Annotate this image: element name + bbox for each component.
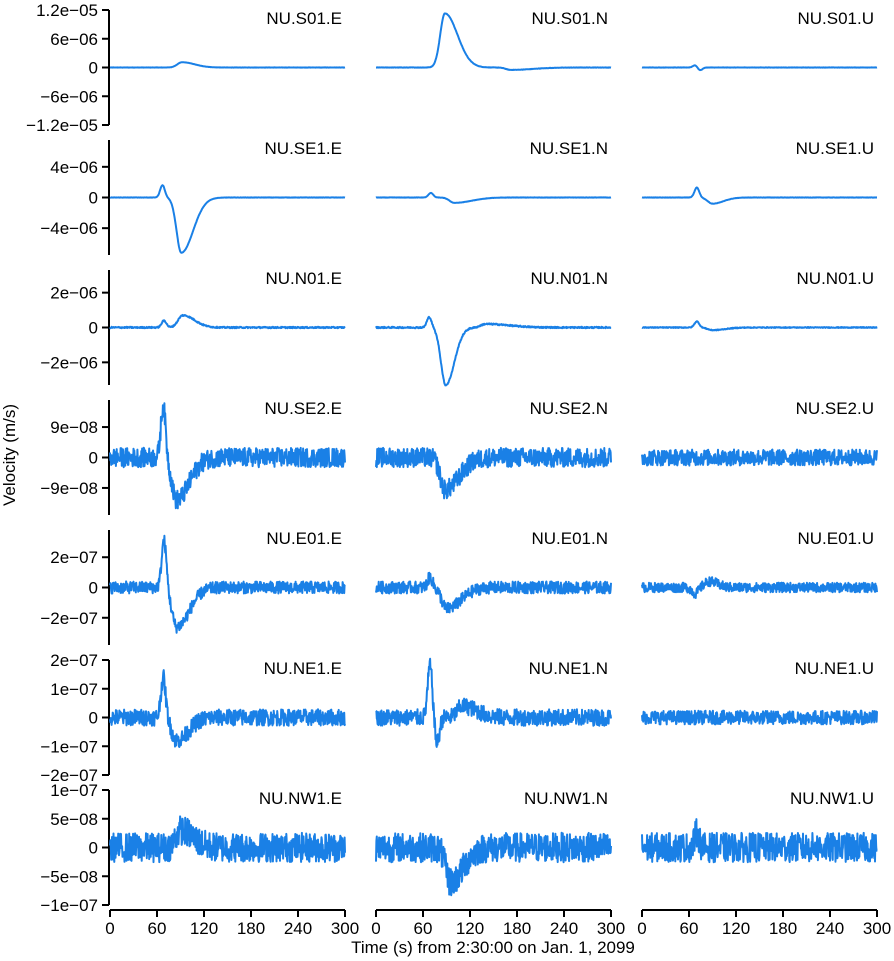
y-tick-label: −4e−06 [40, 219, 98, 238]
trace-label: NU.NE1.E [264, 659, 342, 678]
y-tick-label: 0 [89, 59, 98, 78]
y-tick-label: 6e−06 [50, 30, 98, 49]
trace-label: NU.N01.E [265, 269, 342, 288]
x-tick-label: 60 [680, 919, 699, 938]
trace-label: NU.SE2.U [796, 399, 874, 418]
y-tick-label: 2e−07 [50, 651, 98, 670]
x-tick-label: 60 [414, 919, 433, 938]
x-tick-label: 120 [190, 919, 218, 938]
y-tick-label: 0 [89, 449, 98, 468]
x-tick-label: 120 [722, 919, 750, 938]
trace-label: NU.SE1.E [265, 139, 342, 158]
y-tick-label: 1.2e−05 [36, 1, 98, 20]
trace-label: NU.S01.N [531, 9, 608, 28]
trace-line [375, 831, 612, 897]
trace-label: NU.S01.U [797, 9, 874, 28]
x-tick-label: 180 [503, 919, 531, 938]
x-tick-label: 180 [769, 919, 797, 938]
x-tick-label: 60 [148, 919, 167, 938]
trace-line [109, 669, 346, 748]
row-nu-e01: −2e−07 0 2e−07 NU.E01.E NU.E01.N NU.E01.U [40, 529, 878, 645]
trace-label: NU.SE1.U [796, 139, 874, 158]
trace-label: NU.N01.N [531, 269, 608, 288]
y-tick-label: 1e−07 [50, 680, 98, 699]
y-tick-label: 2e−06 [50, 284, 98, 303]
y-tick-label: 1e−07 [50, 781, 98, 800]
row-nu-se1: −4e−06 0 4e−06 NU.SE1.E NU.SE1.N NU.SE1.U [40, 139, 878, 255]
trace-line [641, 64, 878, 72]
x-tick-label: 240 [550, 919, 578, 938]
y-tick-label: −1e−07 [40, 737, 98, 756]
waveform-panels: −1.2e−05 −6e−06 0 6e−06 1.2e−05 NU.S01.E NU.S0… [26, 1, 891, 938]
x-tick-label: 300 [863, 919, 891, 938]
y-tick-label: 5e−08 [50, 810, 98, 829]
trace-line [375, 657, 612, 748]
trace-line [375, 446, 612, 500]
y-axis-title: Velocity (m/s) [0, 404, 19, 506]
y-tick-label: 0 [89, 189, 98, 208]
x-tick-label: 0 [371, 919, 380, 938]
trace-label: NU.S01.E [266, 9, 342, 28]
trace-line [109, 815, 346, 864]
trace-label: NU.E01.N [531, 529, 608, 548]
trace-line [641, 818, 878, 864]
trace-label: NU.SE2.N [530, 399, 608, 418]
y-tick-label: −2e−07 [40, 609, 98, 628]
y-tick-label: 0 [89, 319, 98, 338]
x-tick-label: 300 [331, 919, 359, 938]
x-tick-label: 0 [637, 919, 646, 938]
row-nu-n01: −2e−06 0 2e−06 NU.N01.E NU.N01.N NU.N01.U [40, 269, 878, 387]
trace-label: NU.E01.E [266, 529, 342, 548]
y-tick-label: −5e−08 [40, 867, 98, 886]
trace-label: NU.NW1.E [259, 789, 342, 808]
trace-line [109, 402, 346, 510]
trace-line [641, 448, 878, 467]
trace-line [375, 571, 612, 614]
x-tick-label: 180 [237, 919, 265, 938]
trace-label: NU.SE1.N [530, 139, 608, 158]
x-tick-label: 300 [597, 919, 625, 938]
y-tick-label: 4e−06 [50, 158, 98, 177]
trace-line [109, 184, 346, 254]
y-tick-label: −2e−06 [40, 353, 98, 372]
x-tick-label: 240 [816, 919, 844, 938]
row-nu-nw1: −1e−07 −5e−08 0 5e−08 1e−07 NU.NW1.E NU.NW1.N N… [40, 781, 878, 915]
x-axis-title: Time (s) from 2:30:00 on Jan. 1, 2099 [351, 938, 635, 957]
trace-line [641, 709, 878, 726]
trace-label: NU.NW1.N [524, 789, 608, 808]
trace-line [375, 315, 612, 387]
trace-label: NU.NE1.U [795, 659, 874, 678]
row-nu-s01: −1.2e−05 −6e−06 0 6e−06 1.2e−05 NU.S01.E NU.S0… [26, 1, 878, 135]
row-nu-ne1: −2e−07 −1e−07 0 1e−07 2e−07 NU.NE1.E NU.NE1.N N… [40, 651, 878, 785]
y-tick-label: 2e−07 [50, 548, 98, 567]
y-tick-label: −6e−06 [40, 87, 98, 106]
y-tick-label: 0 [89, 579, 98, 598]
trace-label: NU.SE2.E [265, 399, 342, 418]
y-tick-label: −1e−07 [40, 896, 98, 915]
trace-line [641, 320, 878, 332]
row-nu-se2: −9e−08 0 9e−08 NU.SE2.E NU.SE2.N NU.SE2.U [40, 399, 878, 515]
y-tick-label: −2e−07 [40, 766, 98, 785]
trace-label: NU.N01.U [797, 269, 874, 288]
trace-label: NU.E01.U [797, 529, 874, 548]
y-tick-label: −1.2e−05 [26, 116, 98, 135]
trace-line [641, 576, 878, 599]
trace-line [109, 313, 346, 330]
trace-line [109, 534, 346, 634]
y-tick-label: −9e−08 [40, 479, 98, 498]
y-tick-label: 0 [89, 709, 98, 728]
trace-line [375, 12, 612, 71]
trace-line [641, 186, 878, 205]
y-tick-label: 9e−08 [50, 418, 98, 437]
trace-label: NU.NW1.U [790, 789, 874, 808]
x-axes: 0 60 120 180 240 300 0 60 120 180 240 300 0 60 120 180 2… [105, 909, 891, 938]
trace-line [375, 191, 612, 204]
x-tick-label: 240 [284, 919, 312, 938]
trace-line [109, 61, 346, 69]
y-tick-label: 0 [89, 839, 98, 858]
x-tick-label: 0 [105, 919, 114, 938]
x-tick-label: 120 [456, 919, 484, 938]
trace-label: NU.NE1.N [529, 659, 608, 678]
